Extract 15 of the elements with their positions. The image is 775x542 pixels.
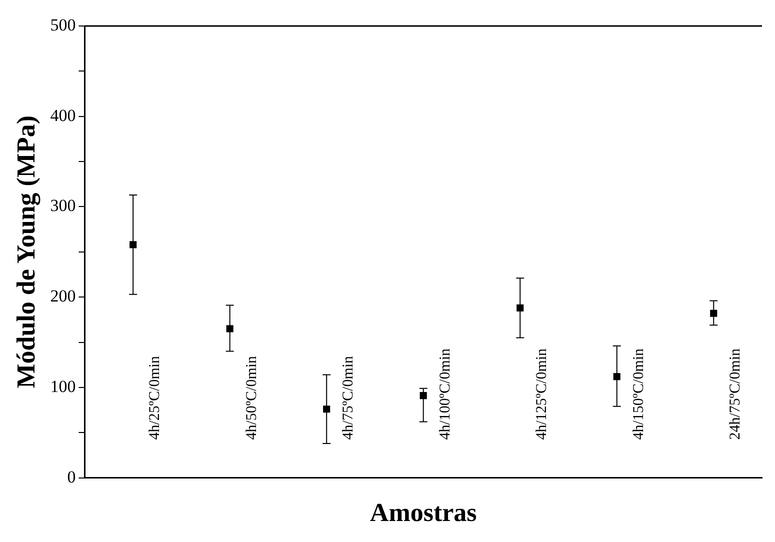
y-tick-label: 100 [50, 376, 76, 396]
x-tick-label: 4h/150ºC/0min [630, 348, 647, 440]
y-tick-label: 0 [67, 467, 76, 486]
y-axis-title: Módulo de Young (MPa) [11, 116, 40, 388]
x-tick-label: 4h/75ºC/0min [340, 355, 357, 440]
x-tick-label: 4h/100ºC/0min [437, 348, 454, 440]
y-tick-label: 300 [50, 196, 76, 216]
x-axis-title: Amostras [370, 498, 477, 528]
x-tick-label: 4h/125ºC/0min [534, 348, 550, 440]
x-tick-label: 4h/50ºC/0min [244, 355, 260, 440]
y-tick-label: 200 [50, 286, 76, 306]
y-tick-label: 400 [50, 106, 76, 125]
x-tick-label: 4h/25ºC/0min [147, 355, 164, 440]
y-tick-label: 500 [50, 15, 76, 34]
x-tick-label: 24h/75ºC/0min [728, 348, 744, 440]
